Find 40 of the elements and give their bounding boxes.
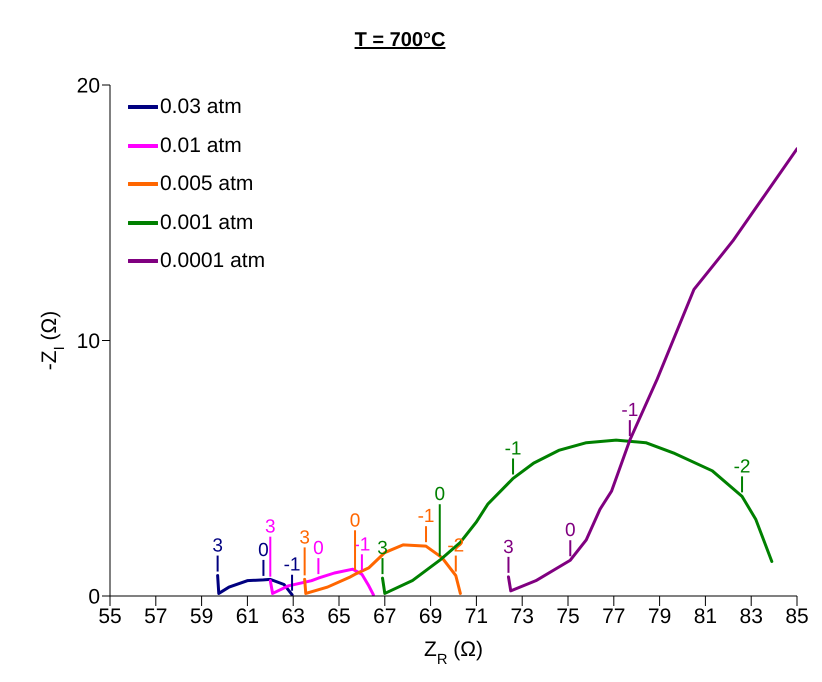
annotation: 3 xyxy=(503,536,514,558)
x-tick-label: 83 xyxy=(740,604,763,628)
x-tick-label: 59 xyxy=(190,604,214,628)
annotation: 3 xyxy=(212,536,223,557)
annotation: 0 xyxy=(313,538,324,560)
annotation: 0 xyxy=(258,540,269,561)
legend-label: 0.01 atm xyxy=(160,132,242,158)
annotation: 0 xyxy=(565,520,576,542)
y-tick-label: 0 xyxy=(88,585,100,608)
annotation: 0 xyxy=(434,484,446,506)
x-tick-label: 57 xyxy=(144,604,168,628)
legend-label: 0.03 atm xyxy=(160,94,242,120)
x-tick-label: 67 xyxy=(373,604,396,628)
x-tick-label: 79 xyxy=(648,604,672,628)
x-tick-label: 71 xyxy=(464,604,488,628)
x-tick-label: 75 xyxy=(556,604,580,628)
x-tick-label: 73 xyxy=(510,604,534,628)
legend-label: 0.0001 atm xyxy=(160,248,266,274)
x-tick-label: 77 xyxy=(602,604,626,628)
y-tick-label: 20 xyxy=(76,74,100,98)
legend-label: 0.001 atm xyxy=(160,210,254,236)
x-tick-label: 63 xyxy=(282,604,305,628)
x-tick-label: 61 xyxy=(236,604,260,628)
annotation: -2 xyxy=(734,456,750,478)
annotation: 0 xyxy=(350,510,360,532)
annotation: -1 xyxy=(621,400,638,422)
x-tick-label: 65 xyxy=(327,604,351,628)
annotation: -1 xyxy=(504,438,522,460)
x-tick-label: 81 xyxy=(694,604,718,628)
annotation: 3 xyxy=(265,516,276,538)
x-tick-label: 69 xyxy=(418,604,442,628)
annotation: -1 xyxy=(418,506,434,528)
annotation: -1 xyxy=(284,554,301,576)
chart-title: T = 700°C xyxy=(354,29,446,51)
legend-label: 0.005 atm xyxy=(160,171,254,197)
x-axis-title: Z$_{R}$ (Ω) xyxy=(424,638,483,668)
x-tick-label: 55 xyxy=(98,604,122,628)
annotation: 3 xyxy=(299,527,310,548)
y-tick-label: 10 xyxy=(76,330,100,353)
x-tick-label: 85 xyxy=(785,604,809,628)
